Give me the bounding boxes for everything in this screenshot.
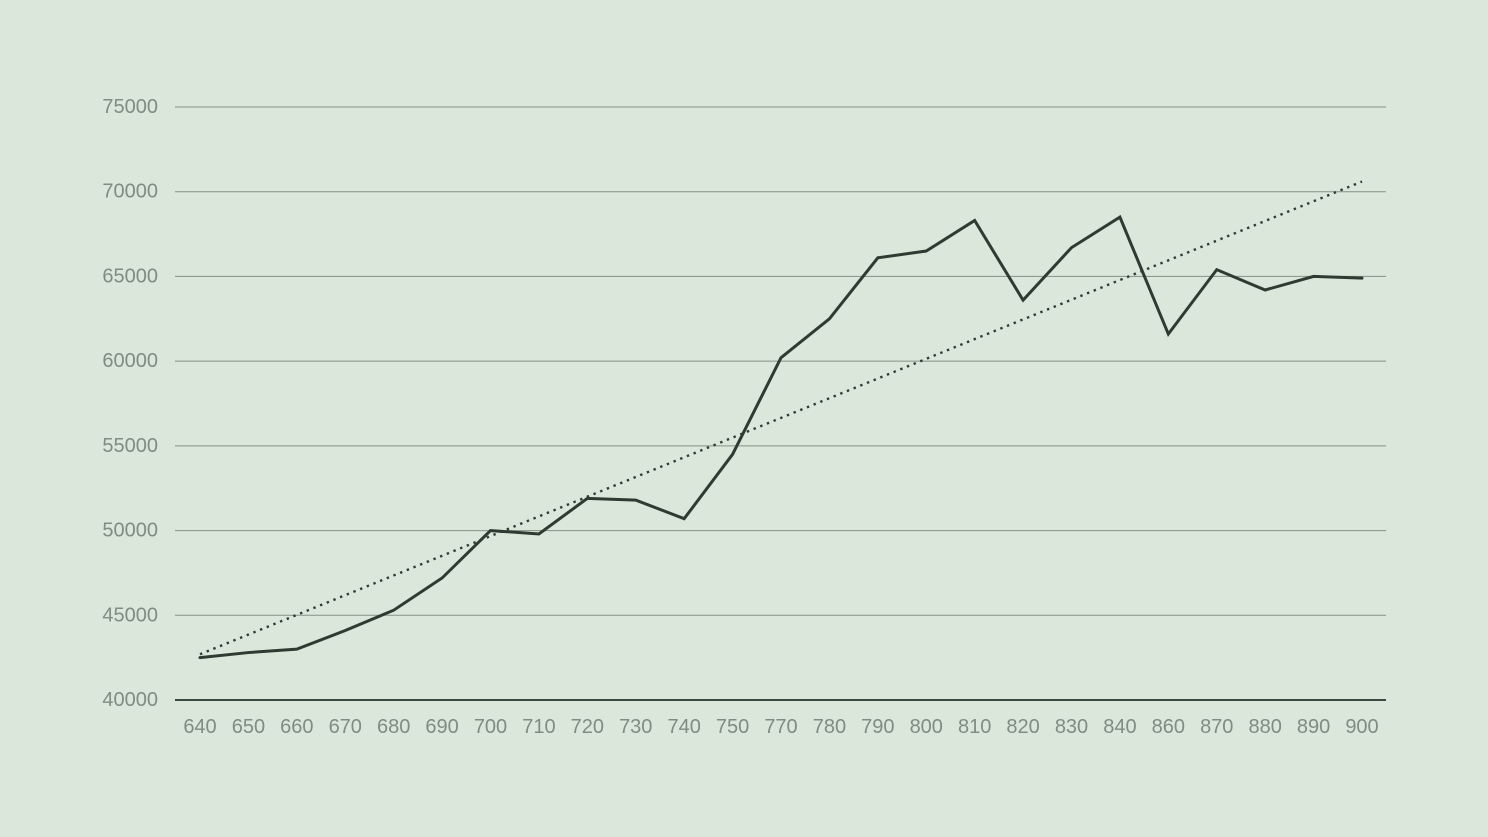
x-axis-label: 640: [183, 716, 216, 738]
y-axis-label: 50000: [102, 520, 158, 542]
x-axis-label: 650: [232, 716, 265, 738]
x-axis-label: 900: [1345, 716, 1378, 738]
x-axis-label: 780: [813, 716, 846, 738]
x-axis-label: 880: [1248, 716, 1281, 738]
x-axis-label: 830: [1055, 716, 1088, 738]
x-axis-label: 840: [1103, 716, 1136, 738]
y-axis-label: 65000: [102, 265, 158, 287]
x-axis-label: 690: [425, 716, 458, 738]
x-axis-label: 670: [329, 716, 362, 738]
x-axis-label: 770: [764, 716, 797, 738]
x-axis-label: 660: [280, 716, 313, 738]
y-axis-label: 45000: [102, 604, 158, 626]
x-axis-label: 890: [1297, 716, 1330, 738]
x-axis-label: 860: [1152, 716, 1185, 738]
y-axis-label: 55000: [102, 435, 158, 457]
y-axis-label: 75000: [102, 96, 158, 118]
x-axis-label: 700: [474, 716, 507, 738]
x-axis-label: 790: [861, 716, 894, 738]
x-axis-label: 710: [522, 716, 555, 738]
x-axis-label: 680: [377, 716, 410, 738]
x-axis-label: 820: [1006, 716, 1039, 738]
x-axis-label: 740: [667, 716, 700, 738]
x-axis-label: 870: [1200, 716, 1233, 738]
y-axis-label: 70000: [102, 181, 158, 203]
trend-line: [199, 180, 1363, 656]
x-axis-label: 730: [619, 716, 652, 738]
y-axis-label: 40000: [102, 689, 158, 711]
data-line: [198, 214, 1364, 660]
x-axis-label: 750: [716, 716, 749, 738]
x-axis-label: 810: [958, 716, 991, 738]
y-axis-label: 60000: [102, 350, 158, 372]
x-axis-label: 800: [910, 716, 943, 738]
x-axis-label: 720: [571, 716, 604, 738]
